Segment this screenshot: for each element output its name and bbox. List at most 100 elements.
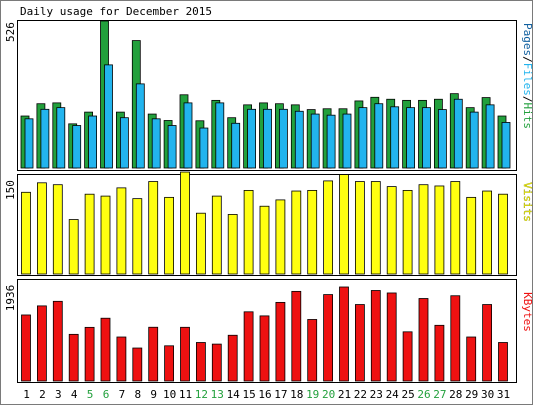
day-axis-labels: 1 2 3 4 5 6 7 8 9 10 11 12 13 14 15 16 17 18 19 20 21 22 23 24 2… — [23, 388, 510, 401]
files-bar-day-1 — [24, 118, 34, 169]
top-panel-bars — [20, 20, 511, 169]
files-bar-day-4 — [72, 125, 82, 169]
visits-bar-day-28 — [450, 181, 461, 275]
bottom-panel-frame — [17, 279, 517, 383]
kbytes-bar-day-2 — [37, 305, 47, 382]
day-label-13: 13 — [211, 388, 224, 401]
top-panel-legend: Pages/Files/Hits — [521, 23, 533, 129]
legend-part-4: Hits — [521, 103, 533, 130]
day-label-15: 15 — [242, 388, 255, 401]
files-bar-day-15 — [247, 108, 257, 169]
kbytes-bar-day-4 — [68, 333, 79, 382]
kbytes-bar-day-29 — [466, 336, 477, 382]
kbytes-bar-day-30 — [482, 304, 493, 382]
files-bar-day-17 — [278, 108, 288, 169]
day-label-24: 24 — [386, 388, 400, 401]
visits-bar-day-5 — [84, 193, 95, 275]
files-bar-day-14 — [231, 122, 241, 169]
day-label-9: 9 — [150, 388, 157, 401]
day-label-23: 23 — [370, 388, 383, 401]
files-bar-day-12 — [199, 127, 209, 169]
day-label-1: 1 — [23, 388, 30, 401]
middle-panel-bars — [21, 171, 508, 275]
files-bar-day-5 — [88, 115, 97, 169]
visits-bar-day-21 — [339, 174, 349, 275]
kbytes-bar-day-11 — [180, 326, 190, 382]
kbytes-bar-day-13 — [211, 343, 222, 382]
kbytes-bar-day-7 — [116, 336, 127, 382]
day-label-30: 30 — [481, 388, 494, 401]
visits-bar-day-2 — [37, 182, 47, 275]
day-label-19: 19 — [306, 388, 319, 401]
files-bar-day-28 — [453, 98, 463, 169]
visits-bar-day-25 — [402, 189, 413, 275]
visits-bar-day-9 — [148, 181, 159, 275]
files-bar-day-13 — [215, 102, 225, 169]
files-bar-day-30 — [485, 104, 495, 169]
kbytes-bar-day-6 — [100, 317, 111, 382]
legend-part-2: Files — [521, 63, 533, 96]
day-label-4: 4 — [71, 388, 78, 401]
bottom-panel-max-label: 1936 — [4, 285, 17, 312]
files-bar-day-9 — [151, 118, 161, 169]
kbytes-bar-day-31 — [498, 342, 508, 382]
files-bar-day-23 — [374, 103, 384, 169]
day-label-27: 27 — [433, 388, 446, 401]
files-bar-day-18 — [294, 110, 304, 169]
visits-bar-day-14 — [227, 214, 238, 275]
visits-bar-day-15 — [243, 189, 254, 275]
day-label-18: 18 — [290, 388, 303, 401]
visits-bar-day-11 — [180, 171, 190, 275]
files-bar-day-19 — [310, 113, 320, 169]
files-bar-day-26 — [422, 107, 431, 169]
middle-panel-legend: Visits — [521, 182, 533, 222]
day-label-26: 26 — [417, 388, 430, 401]
day-label-20: 20 — [322, 388, 335, 401]
visits-bar-day-30 — [482, 190, 493, 275]
kbytes-bar-day-27 — [434, 324, 445, 382]
kbytes-bar-day-22 — [354, 304, 365, 382]
files-bar-day-16 — [263, 108, 272, 169]
kbytes-bar-day-20 — [323, 294, 334, 382]
files-bar-day-11 — [183, 102, 193, 169]
files-bar-day-31 — [501, 122, 511, 169]
files-bar-day-6 — [104, 64, 113, 169]
kbytes-bar-day-17 — [275, 301, 286, 382]
day-label-31: 31 — [497, 388, 510, 401]
legend-part-3: / — [521, 96, 533, 103]
day-label-29: 29 — [465, 388, 478, 401]
kbytes-bar-day-24 — [386, 292, 397, 382]
kbytes-bar-day-14 — [227, 334, 238, 382]
bottom-panel-legend: KBytes — [521, 292, 533, 332]
kbytes-bar-day-18 — [291, 290, 302, 382]
legend-part-0: Pages — [521, 23, 533, 56]
visits-bar-day-16 — [259, 205, 270, 275]
day-label-6: 6 — [103, 388, 110, 401]
day-label-16: 16 — [258, 388, 271, 401]
visits-bar-day-3 — [52, 184, 63, 275]
visits-bar-day-10 — [164, 196, 175, 275]
kbytes-bar-day-5 — [84, 326, 95, 382]
files-bar-day-3 — [56, 107, 66, 169]
kbytes-bar-day-12 — [195, 342, 206, 382]
visits-bar-day-27 — [434, 185, 445, 275]
files-bar-day-24 — [390, 106, 400, 169]
day-label-12: 12 — [195, 388, 208, 401]
visits-bar-day-19 — [307, 189, 318, 275]
kbytes-bar-day-25 — [402, 331, 413, 382]
files-bar-day-21 — [342, 113, 352, 169]
middle-panel-max-label: 150 — [4, 180, 17, 200]
day-label-10: 10 — [163, 388, 176, 401]
day-label-14: 14 — [227, 388, 241, 401]
chart-title: Daily usage for December 2015 — [20, 5, 212, 18]
kbytes-bar-day-28 — [450, 295, 461, 382]
day-label-11: 11 — [179, 388, 192, 401]
visits-bar-day-13 — [211, 195, 222, 275]
visits-bar-day-12 — [195, 212, 206, 275]
day-label-7: 7 — [119, 388, 126, 401]
day-label-17: 17 — [274, 388, 287, 401]
kbytes-bar-day-26 — [418, 298, 429, 382]
visits-bar-day-22 — [354, 181, 365, 275]
